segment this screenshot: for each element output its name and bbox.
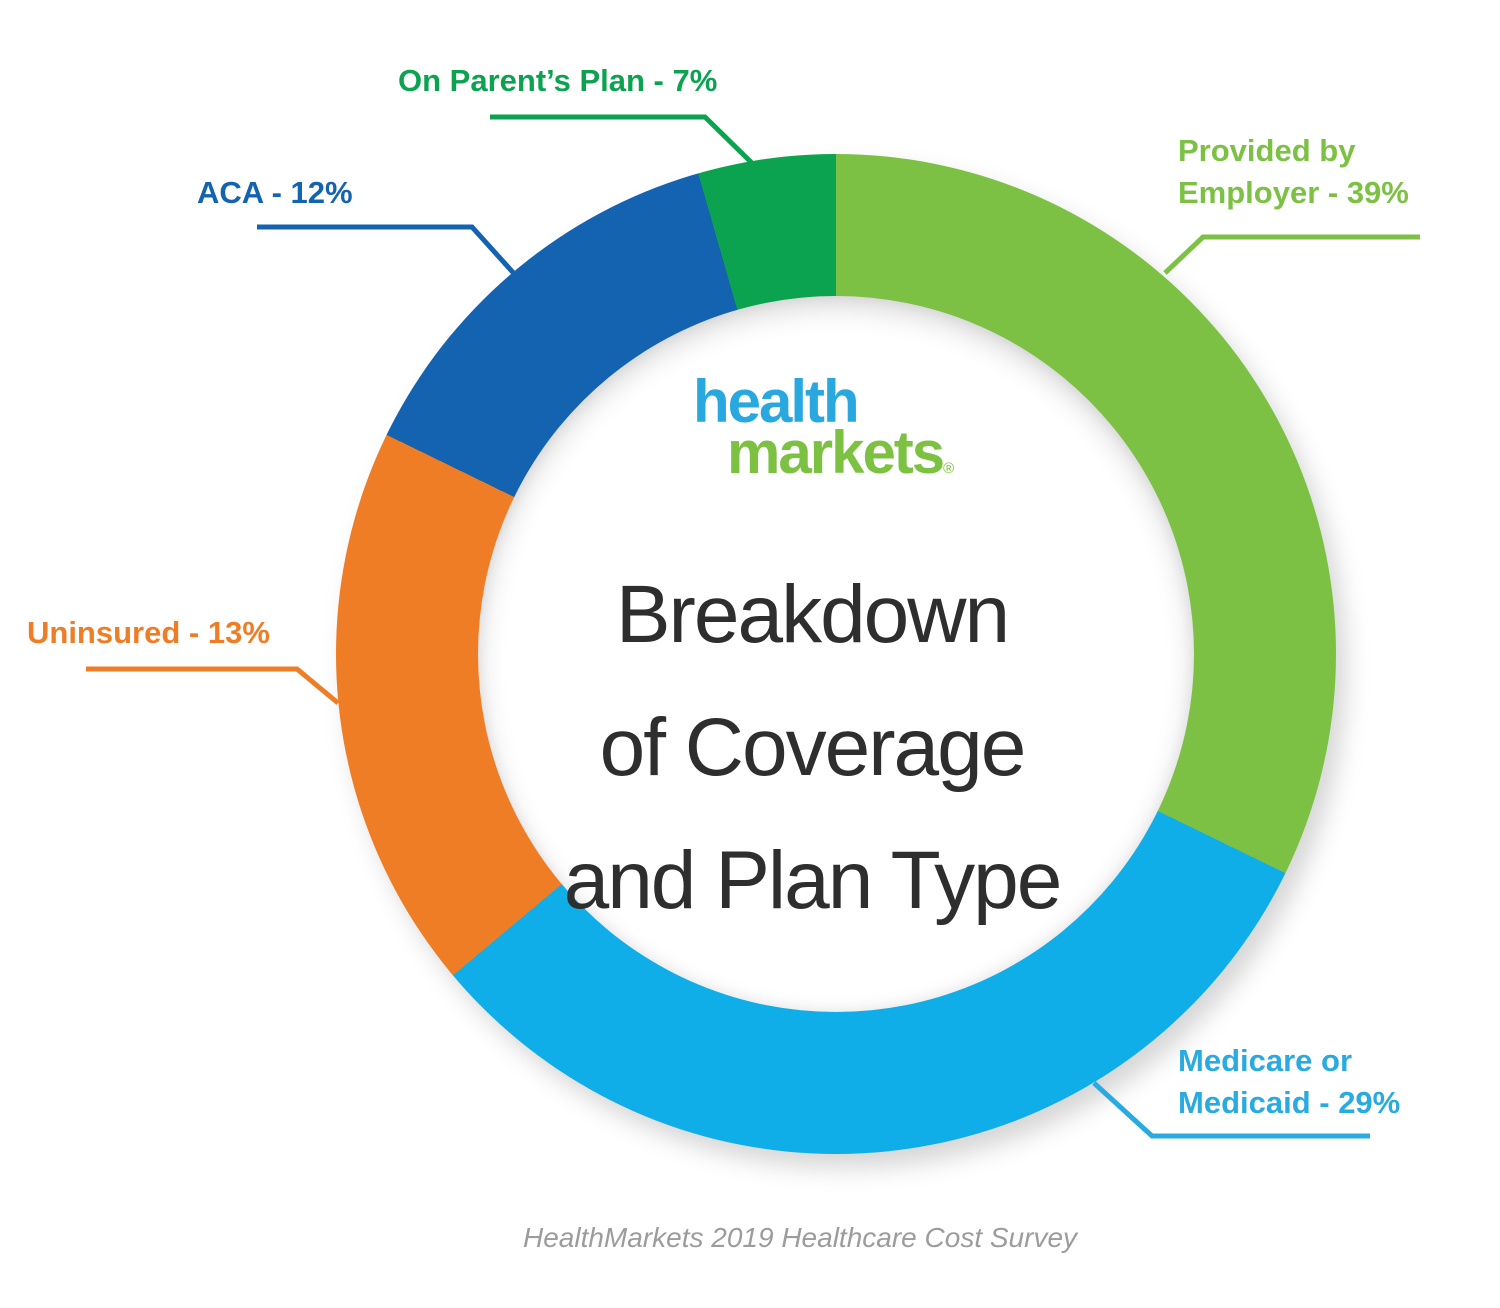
callout-text-line: Provided by [1178, 133, 1356, 168]
callout-text-line: Uninsured - 13% [27, 615, 270, 650]
registered-trademark-icon: ® [943, 460, 955, 477]
callout-text-line: Employer - 39% [1178, 175, 1409, 210]
chart-title-line-2: of Coverage [599, 702, 1027, 793]
donut-hole [478, 296, 1194, 1012]
chart-title-line-3: and Plan Type [563, 835, 1063, 926]
callout-on-parents-plan: On Parent’s Plan - 7% [398, 60, 717, 102]
callout-medicare-or-medicaid: Medicare or Medicaid - 29% [1178, 1040, 1400, 1124]
chart-title-line-1: Breakdown [615, 569, 1010, 660]
source-caption: HealthMarkets 2019 Healthcare Cost Surve… [522, 1222, 1078, 1253]
callout-text-line: ACA - 12% [197, 175, 353, 210]
leader-line-uninsured [86, 666, 340, 705]
leader-line-employer [1163, 234, 1420, 275]
callout-text-line: Medicaid - 29% [1178, 1085, 1401, 1120]
leader-line-aca [257, 224, 520, 280]
logo-markets-word: markets [727, 419, 945, 486]
callout-uninsured: Uninsured - 13% [27, 612, 270, 654]
callout-provided-by-employer: Provided by Employer - 39% [1178, 130, 1409, 214]
chart-title: Breakdown of Coverage and Plan Type [563, 548, 1063, 947]
donut-chart [336, 154, 1336, 1154]
healthmarkets-logo-markets: markets® [727, 423, 954, 499]
callout-text-line: On Parent’s Plan - 7% [398, 63, 718, 98]
callout-text-line: Medicare or [1178, 1043, 1353, 1078]
healthmarkets-logo-health: health [693, 368, 860, 435]
callout-aca: ACA - 12% [197, 172, 353, 214]
leader-line-parent [490, 114, 759, 170]
